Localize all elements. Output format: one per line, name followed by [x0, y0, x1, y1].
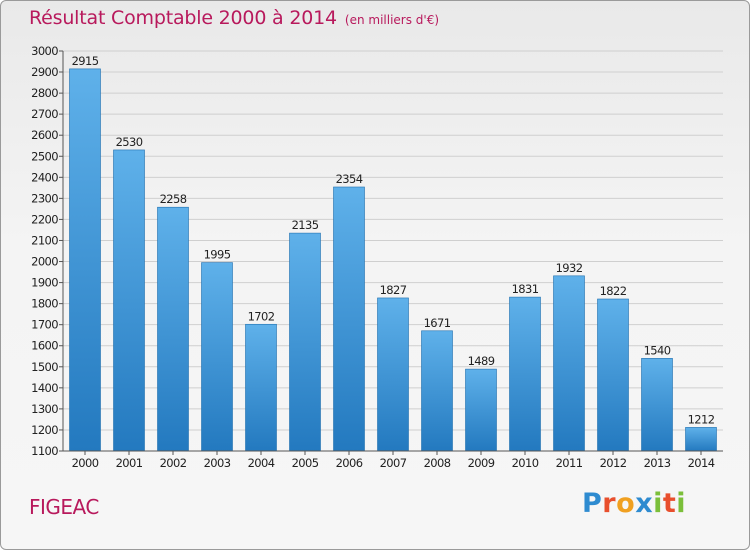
- y-tick-label: 2700: [31, 107, 58, 121]
- data-label-2009: 1489: [468, 354, 495, 368]
- bar-2005: [289, 232, 321, 452]
- data-label-2007: 1827: [380, 283, 407, 297]
- y-tick-label: 3000: [31, 44, 58, 58]
- bar-2003: [201, 262, 233, 452]
- y-tick-label: 1900: [31, 276, 58, 290]
- logo-letter: t: [662, 488, 677, 519]
- data-label-2012: 1822: [600, 284, 627, 298]
- data-labels: 2915 2530 2258 1995 1702 2135 2354 1827 1671 1489…: [72, 54, 716, 427]
- x-tick-label-2005: 2005: [292, 456, 319, 470]
- data-label-2010: 1831: [512, 282, 539, 296]
- x-tick-label-2008: 2008: [424, 456, 451, 470]
- y-tick-label: 2800: [31, 86, 58, 100]
- y-tick-label: 1400: [31, 381, 58, 395]
- y-tick-label: 1200: [31, 423, 58, 437]
- y-tick-label: 1600: [31, 339, 58, 353]
- data-label-2011: 1932: [556, 261, 583, 275]
- bar-2009: [465, 368, 497, 452]
- y-tick-label: 2400: [31, 170, 58, 184]
- logo-letter: x: [635, 488, 654, 519]
- data-label-2013: 1540: [644, 343, 671, 357]
- x-tick-label-2006: 2006: [336, 456, 363, 470]
- bar-2000: [69, 68, 101, 452]
- x-tick-label-2007: 2007: [380, 456, 407, 470]
- logo-letter: o: [616, 488, 636, 519]
- data-label-2004: 1702: [248, 309, 275, 323]
- x-tick-label-2000: 2000: [72, 456, 99, 470]
- y-tick-label: 2100: [31, 233, 58, 247]
- axes: 1100 1200 1300 1400 1500 1600 1700 1800 1900 2000…: [31, 44, 723, 470]
- x-tick-label-2001: 2001: [116, 456, 143, 470]
- x-tick-label-2012: 2012: [600, 456, 627, 470]
- y-tick-label: 2200: [31, 212, 58, 226]
- bar-2010: [509, 296, 541, 452]
- y-tick-label: 2000: [31, 255, 58, 269]
- y-tick-label: 2600: [31, 128, 58, 142]
- y-tick-label: 1100: [31, 444, 58, 458]
- x-tick-label-2002: 2002: [160, 456, 187, 470]
- y-tick-label: 2900: [31, 65, 58, 79]
- data-label-2014: 1212: [688, 412, 715, 426]
- data-label-2003: 1995: [204, 248, 231, 262]
- bar-2002: [157, 206, 189, 452]
- data-label-2002: 2258: [160, 192, 187, 206]
- x-tick-label-2009: 2009: [468, 456, 495, 470]
- bar-2012: [597, 298, 629, 452]
- y-tick-label: 1800: [31, 297, 58, 311]
- x-tick-label-2010: 2010: [512, 456, 539, 470]
- bar-2007: [377, 297, 409, 452]
- y-tick-label: 2300: [31, 191, 58, 205]
- bar-2014: [685, 427, 717, 452]
- bar-2004: [245, 323, 277, 452]
- data-label-2005: 2135: [292, 218, 319, 232]
- chart-subtitle: (en milliers d'€): [344, 13, 440, 27]
- x-tick-label-2014: 2014: [688, 456, 715, 470]
- logo-letter: P: [582, 488, 603, 519]
- x-tick-label-2003: 2003: [204, 456, 231, 470]
- y-tick-label: 2500: [31, 149, 58, 163]
- bar-2013: [641, 358, 673, 452]
- chart-title-block: Résultat Comptable 2000 à 2014 (en millie…: [29, 7, 439, 29]
- x-tick-label-2011: 2011: [556, 456, 583, 470]
- y-tick-label: 1300: [31, 402, 58, 416]
- logo-letter: r: [602, 488, 617, 519]
- y-tick-label: 1500: [31, 360, 58, 374]
- data-label-2000: 2915: [72, 54, 99, 68]
- data-label-2008: 1671: [424, 316, 451, 330]
- bar-2006: [333, 186, 365, 452]
- y-tick-label: 1700: [31, 318, 58, 332]
- bar-2011: [553, 275, 585, 452]
- logo-letter: i: [676, 488, 687, 519]
- x-tick-label-2004: 2004: [248, 456, 275, 470]
- proxiti-logo: Proxiti: [582, 488, 686, 519]
- bar-2008: [421, 330, 453, 452]
- logo-letter: i: [653, 488, 663, 519]
- bar-2001: [113, 149, 145, 452]
- bars: [69, 68, 717, 452]
- city-name: FIGEAC: [29, 495, 99, 519]
- data-label-2006: 2354: [336, 172, 363, 186]
- x-tick-label-2013: 2013: [644, 456, 671, 470]
- data-label-2001: 2530: [116, 135, 143, 149]
- chart-title: Résultat Comptable 2000 à 2014: [29, 7, 337, 29]
